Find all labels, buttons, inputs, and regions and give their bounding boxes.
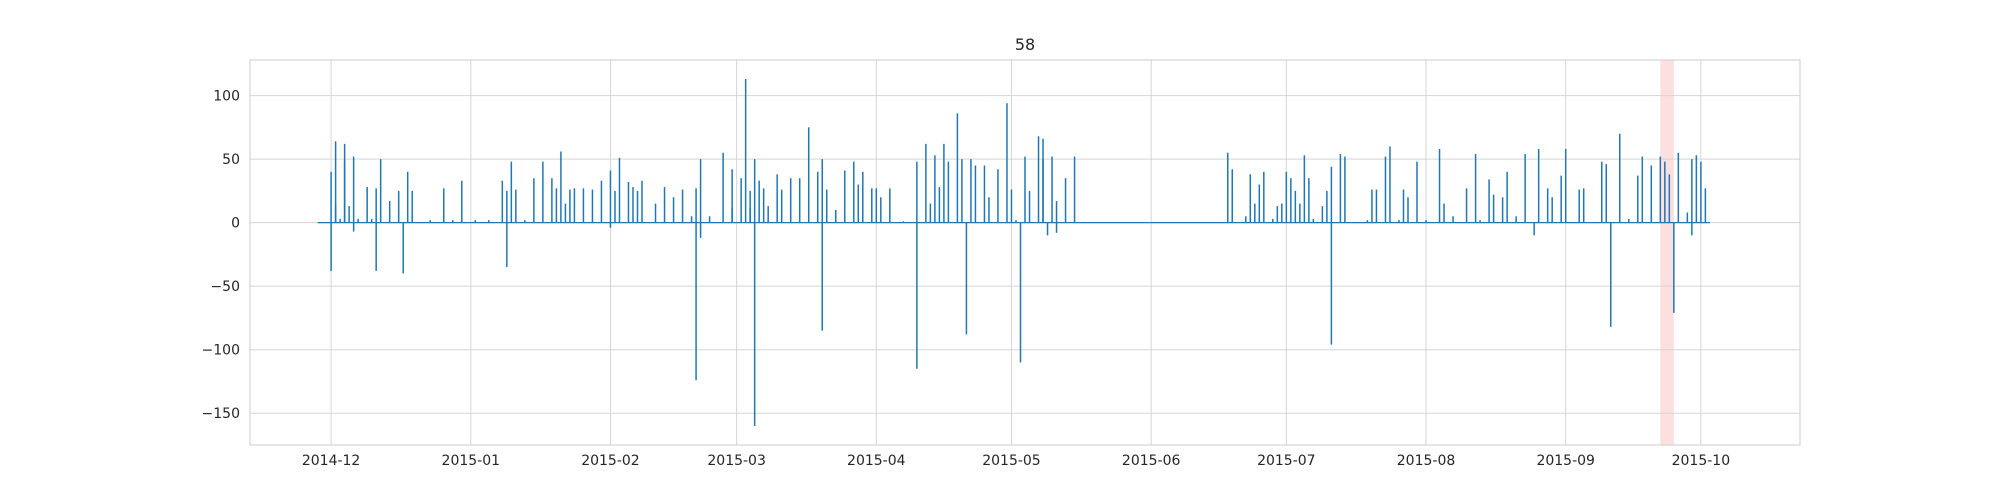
y-axis-ticks: 100 50 0 −50 −100 −150	[202, 89, 240, 423]
y-tick-label: 100	[213, 89, 240, 105]
y-tick-label: 50	[222, 152, 240, 168]
x-axis-ticks: 2014-12 2015-01 2015-02 2015-03 2015-04 2015-…	[302, 453, 1730, 469]
x-tick-label: 2015-05	[982, 453, 1041, 469]
x-tick-label: 2015-10	[1672, 453, 1731, 469]
x-tick-label: 2015-02	[581, 453, 640, 469]
y-tick-label: 0	[231, 216, 240, 232]
x-tick-label: 2015-08	[1397, 453, 1456, 469]
y-tick-label: −50	[210, 279, 240, 295]
x-tick-label: 2015-03	[707, 453, 766, 469]
y-tick-label: −150	[202, 406, 240, 422]
x-tick-label: 2015-01	[442, 453, 501, 469]
grid-layer	[250, 60, 1800, 445]
x-tick-label: 2015-09	[1536, 453, 1595, 469]
y-tick-label: −100	[202, 343, 240, 359]
highlight-span	[1660, 60, 1674, 445]
x-tick-label: 2015-07	[1257, 453, 1316, 469]
x-tick-label: 2015-06	[1122, 453, 1181, 469]
series-layer	[317, 79, 1710, 426]
x-tick-label: 2014-12	[302, 453, 361, 469]
highlight-layer	[1660, 60, 1674, 445]
x-tick-label: 2015-04	[847, 453, 906, 469]
plot-area-frame	[249, 59, 1801, 446]
chart-title: 58	[1015, 35, 1035, 54]
